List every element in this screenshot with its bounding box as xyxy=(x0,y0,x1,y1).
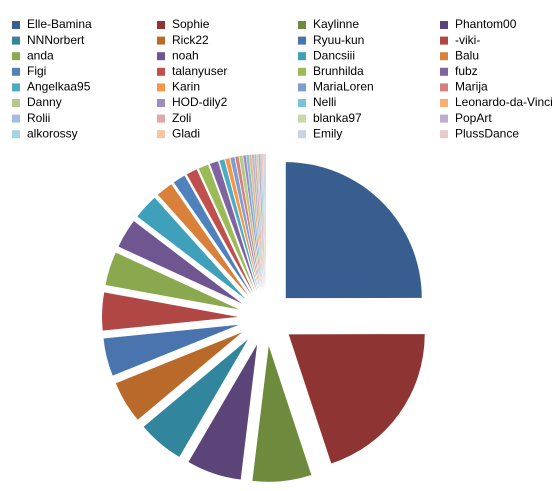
legend-swatch xyxy=(440,36,448,45)
pie-slice xyxy=(219,159,259,292)
pie-slice xyxy=(209,161,258,292)
pie-slice xyxy=(252,345,312,482)
legend-swatch xyxy=(12,130,20,139)
legend-swatch xyxy=(298,52,306,61)
legend-swatch xyxy=(298,130,306,139)
legend-swatch xyxy=(12,36,20,45)
legend-label: Brunhilda xyxy=(313,64,364,78)
legend-swatch xyxy=(440,99,448,107)
legend-swatch xyxy=(440,130,448,139)
legend-label: alkorossy xyxy=(27,126,78,140)
pie-slice xyxy=(262,154,266,291)
legend-label: Figi xyxy=(27,64,46,78)
legend-label: anda xyxy=(27,48,54,62)
legend-label: Rolii xyxy=(27,111,50,125)
pie-slice xyxy=(256,154,265,291)
pie-slice xyxy=(103,324,239,376)
legend-label: PopArt xyxy=(455,111,492,125)
legend-swatch xyxy=(298,83,306,92)
legend-label: talanyuser xyxy=(172,64,227,78)
legend-label: fubz xyxy=(455,64,478,78)
pie-slice xyxy=(239,155,262,291)
legend-label: Ryuu-kun xyxy=(313,33,364,47)
legend-label: Rick22 xyxy=(172,33,209,47)
legend-swatch xyxy=(157,114,165,123)
legend-label: -viki- xyxy=(455,33,480,47)
legend-swatch xyxy=(12,67,20,76)
legend-swatch xyxy=(440,67,448,76)
pie-slice xyxy=(254,154,265,291)
legend-swatch xyxy=(157,21,165,29)
legend-label: Karin xyxy=(172,80,200,94)
legend-swatch xyxy=(157,52,165,61)
legend-swatch xyxy=(12,99,20,107)
pie-slice xyxy=(118,221,243,304)
legend-label: Angelkaa95 xyxy=(27,80,91,94)
legend-label: MariaLoren xyxy=(313,80,374,94)
pie-slice xyxy=(249,154,264,291)
legend-label: Balu xyxy=(455,48,479,62)
legend-swatch xyxy=(157,83,165,92)
legend-swatch xyxy=(298,67,306,76)
legend-swatch xyxy=(157,130,165,139)
legend-label: Nelli xyxy=(313,95,336,109)
pie-slice xyxy=(173,175,252,295)
legend-swatch xyxy=(157,36,165,45)
legend-label: Zoli xyxy=(172,111,191,125)
pie-slice xyxy=(137,197,246,300)
legend-label: Danny xyxy=(27,95,62,109)
legend-label: Marija xyxy=(455,80,488,94)
pie-slice xyxy=(105,252,240,310)
legend-swatch xyxy=(157,67,165,76)
pie-slice xyxy=(251,154,264,291)
pie-slice xyxy=(288,334,425,464)
legend-swatch xyxy=(12,52,20,61)
legend-swatch xyxy=(440,83,448,92)
pie-slice xyxy=(285,162,422,299)
legend-label: Elle-Bamina xyxy=(27,17,92,31)
pie-slice xyxy=(243,155,263,291)
pie-slice xyxy=(258,154,265,291)
legend-swatch xyxy=(440,52,448,61)
pie-slice xyxy=(263,154,266,291)
legend-label: Leonardo-da-Vinci xyxy=(455,95,553,109)
pie-slice xyxy=(230,157,261,291)
pie-slice xyxy=(186,169,254,294)
legend-swatch xyxy=(440,114,448,123)
legend-label: Gladi xyxy=(172,126,200,140)
legend-label: Emily xyxy=(313,126,342,140)
legend-label: blanka97 xyxy=(313,111,362,125)
legend-swatch xyxy=(298,36,306,45)
legend-label: noah xyxy=(172,48,199,62)
legend-label: Sophie xyxy=(172,17,210,31)
legend-label: Dancsiii xyxy=(313,48,355,62)
legend-swatch xyxy=(12,114,20,123)
legend-label: Kaylinne xyxy=(313,17,359,31)
legend-swatch xyxy=(440,21,448,29)
legend-swatch xyxy=(12,21,20,29)
legend-swatch xyxy=(12,83,20,92)
legend-label: NNNorbert xyxy=(27,33,85,47)
pie-slice xyxy=(225,158,260,291)
legend-label: Phantom00 xyxy=(455,17,517,31)
pie-slice xyxy=(157,184,249,297)
legend-swatch xyxy=(157,99,165,107)
pie-slice xyxy=(115,332,242,420)
legend-swatch xyxy=(298,21,306,29)
legend-label: HOD-dily2 xyxy=(172,95,228,109)
pie-slice xyxy=(102,292,239,331)
legend-swatch xyxy=(298,99,306,107)
pie-slice xyxy=(188,344,258,480)
legend-label: PlussDance xyxy=(455,126,519,140)
pie-slice xyxy=(265,154,266,291)
pie-slice xyxy=(198,164,256,293)
pie-slice xyxy=(260,154,266,291)
pie-slice xyxy=(235,156,262,291)
pie-slice xyxy=(143,339,248,457)
legend-swatch xyxy=(298,114,306,123)
pie-slice xyxy=(246,154,263,291)
